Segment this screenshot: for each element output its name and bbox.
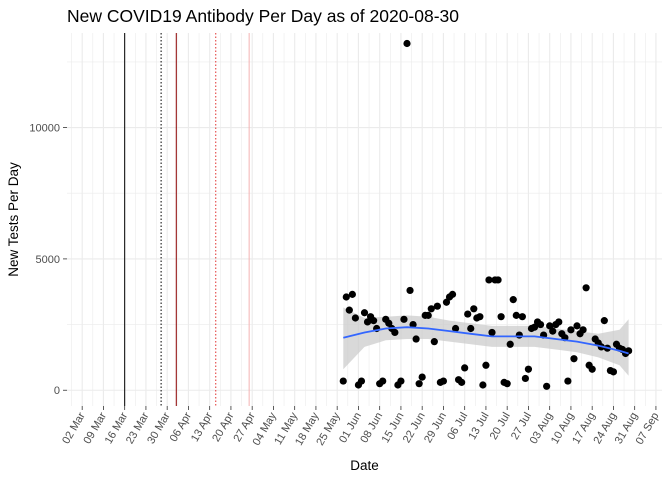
- data-point: [609, 368, 618, 376]
- data-point: [579, 326, 587, 334]
- x-tick-label: 20 Jul: [488, 411, 513, 442]
- data-point: [458, 378, 466, 386]
- data-point: [518, 313, 526, 321]
- data-point: [549, 327, 557, 335]
- data-point: [567, 326, 575, 334]
- data-point: [509, 296, 517, 304]
- data-point: [424, 311, 432, 319]
- data-point: [451, 324, 460, 333]
- data-point: [397, 377, 405, 385]
- data-point: [427, 305, 435, 313]
- data-point: [391, 328, 399, 337]
- data-point: [476, 313, 484, 321]
- data-point: [439, 377, 448, 385]
- data-point: [406, 286, 414, 295]
- data-points: [339, 39, 633, 390]
- x-tick-label: 06 Jul: [445, 411, 470, 442]
- data-point: [582, 284, 590, 292]
- data-point: [363, 318, 372, 326]
- data-point: [506, 340, 514, 348]
- data-point: [570, 355, 578, 363]
- data-point: [351, 314, 359, 322]
- data-point: [403, 39, 411, 48]
- data-point: [464, 310, 472, 318]
- data-point: [488, 328, 496, 337]
- data-point: [342, 293, 350, 301]
- data-point: [448, 290, 457, 298]
- data-point: [497, 313, 505, 321]
- data-point: [400, 315, 408, 323]
- y-tick-label: 0: [54, 385, 60, 397]
- data-point: [543, 382, 551, 390]
- data-point: [479, 381, 487, 389]
- data-point: [524, 365, 533, 373]
- data-point: [564, 377, 572, 385]
- data-point: [494, 276, 502, 284]
- data-point: [418, 373, 426, 381]
- data-point: [512, 311, 520, 319]
- data-point: [546, 322, 554, 330]
- data-point: [430, 338, 438, 346]
- y-tick-label: 5000: [36, 254, 60, 266]
- data-point: [485, 276, 493, 284]
- data-point: [442, 298, 451, 306]
- data-point: [409, 320, 417, 329]
- data-point: [515, 331, 523, 339]
- y-tick-label: 10000: [29, 123, 60, 135]
- data-point: [433, 302, 441, 310]
- data-point: [530, 323, 539, 331]
- data-point: [600, 317, 608, 325]
- data-point: [521, 374, 529, 383]
- data-point: [379, 377, 387, 385]
- data-point: [339, 377, 347, 385]
- smooth-trend-line: [343, 326, 629, 355]
- data-point: [467, 324, 475, 333]
- smooth-line: [343, 326, 629, 355]
- data-point: [536, 320, 545, 329]
- data-point: [573, 322, 581, 330]
- data-point: [370, 317, 378, 325]
- x-axis-title: Date: [350, 458, 379, 473]
- data-point: [470, 305, 478, 313]
- y-axis-title: New Tests Per Day: [6, 162, 21, 277]
- reference-lines: [124, 33, 250, 406]
- data-point: [482, 361, 490, 369]
- data-point: [555, 318, 563, 326]
- data-point: [348, 290, 356, 298]
- data-point: [385, 319, 393, 327]
- data-point: [360, 309, 369, 317]
- chart-title: New COVID19 Antibody Per Day as of 2020-…: [67, 6, 460, 26]
- data-point: [412, 335, 420, 343]
- data-point: [461, 364, 469, 372]
- data-point: [588, 365, 596, 373]
- data-point: [357, 377, 366, 385]
- x-tick-label: 13 Jul: [466, 411, 491, 442]
- data-point: [415, 380, 423, 388]
- data-point: [503, 380, 511, 388]
- data-point: [345, 306, 353, 314]
